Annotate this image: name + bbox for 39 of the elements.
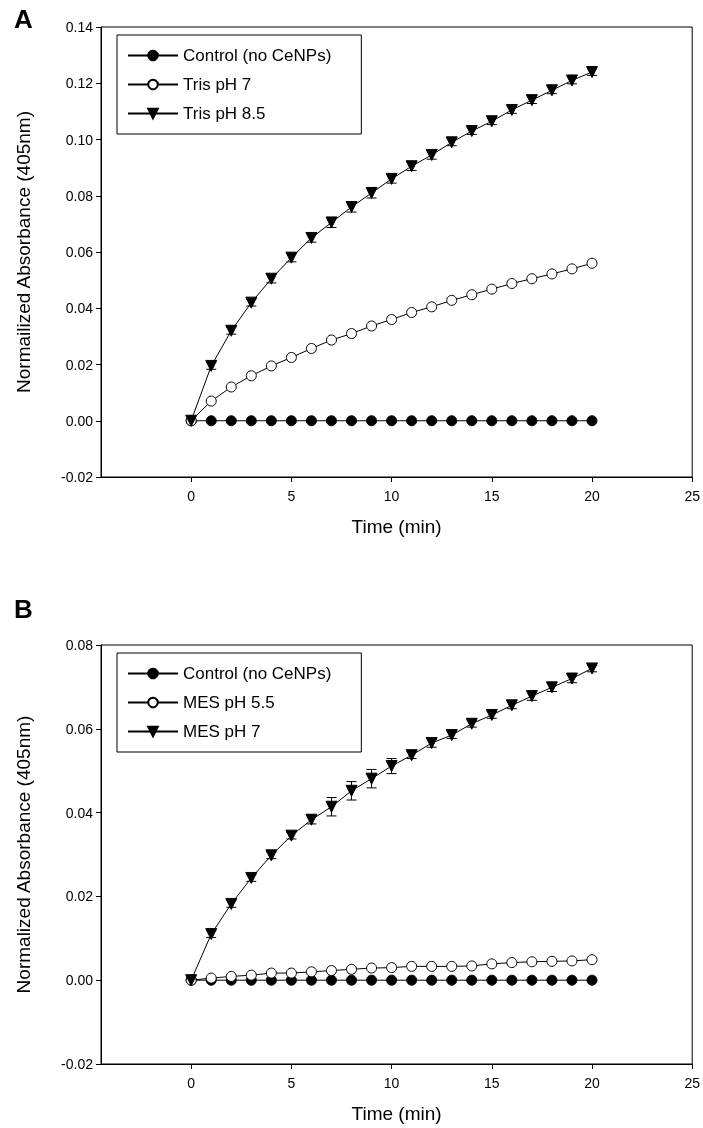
x-tick-label: 20 <box>584 1075 601 1091</box>
y-tick-label: 0.10 <box>65 131 94 148</box>
y-tick-label: 0.06 <box>65 720 94 737</box>
y-axis-title: Normalized Absorbance (405nm) <box>13 715 34 994</box>
y-axis-title: Normailized Absorbance (405nm) <box>13 111 34 393</box>
y-tick-label: 0.14 <box>65 19 94 35</box>
legend-label: MES pH 5.5 <box>183 693 275 712</box>
y-tick-label: 0.02 <box>65 356 94 373</box>
x-tick-label: 20 <box>584 488 601 504</box>
text: B <box>14 594 33 625</box>
y-tick-label: 0.08 <box>65 637 94 653</box>
x-tick-label: 10 <box>383 488 400 504</box>
legend-label: Control (no CeNPs) <box>183 664 332 683</box>
x-tick-label: 15 <box>484 1075 500 1091</box>
y-tick-label: 0.04 <box>65 300 94 317</box>
y-tick-label: 0.00 <box>65 412 94 429</box>
legend-label: MES pH 7 <box>183 722 261 741</box>
x-tick-label: 0 <box>187 1075 196 1091</box>
x-tick-label: 15 <box>484 488 500 504</box>
legend-label: Control (no CeNPs) <box>183 46 332 65</box>
y-tick-label: -0.02 <box>61 1056 94 1072</box>
x-axis-title: Time (min) <box>351 516 442 537</box>
y-tick-label: 0.06 <box>65 244 94 260</box>
y-tick-label: 0.12 <box>65 75 94 92</box>
y-tick-label: -0.02 <box>61 469 94 485</box>
y-tick-label: 0.00 <box>65 972 94 989</box>
x-tick-label: 0 <box>187 488 196 504</box>
y-tick-label: 0.02 <box>65 888 94 905</box>
x-axis-title: Time (min) <box>351 1103 442 1124</box>
y-tick-label: 0.08 <box>65 187 94 204</box>
legend-label: Tris pH 7 <box>183 75 252 94</box>
legend-label: Tris pH 8.5 <box>183 104 266 123</box>
text: A <box>14 4 33 35</box>
x-tick-label: 10 <box>383 1075 400 1091</box>
x-tick-label: 5 <box>287 488 296 504</box>
y-tick-label: 0.04 <box>65 804 94 821</box>
x-tick-label: 25 <box>684 488 701 504</box>
x-tick-label: 5 <box>287 1075 296 1091</box>
x-tick-label: 25 <box>684 1075 701 1091</box>
